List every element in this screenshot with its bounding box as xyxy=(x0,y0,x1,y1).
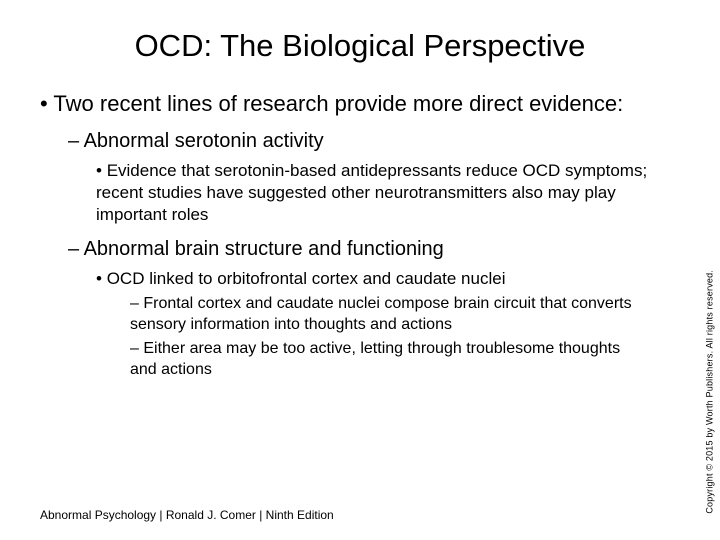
bullet-level2: Abnormal serotonin activity xyxy=(68,128,650,154)
bullet-level4: Either area may be too active, letting t… xyxy=(130,339,650,381)
bullet-level3: Evidence that serotonin-based antidepres… xyxy=(96,160,650,226)
slide-title: OCD: The Biological Perspective xyxy=(40,28,680,64)
slide: OCD: The Biological Perspective Two rece… xyxy=(0,0,720,540)
bullet-level3: OCD linked to orbitofrontal cortex and c… xyxy=(96,268,650,290)
bullet-level2: Abnormal brain structure and functioning xyxy=(68,236,650,262)
bullet-list: Two recent lines of research provide mor… xyxy=(40,90,650,381)
bullet-level4: Frontal cortex and caudate nuclei compos… xyxy=(130,294,650,336)
slide-content: Two recent lines of research provide mor… xyxy=(40,90,680,381)
footer-text: Abnormal Psychology | Ronald J. Comer | … xyxy=(40,508,334,522)
bullet-level1: Two recent lines of research provide mor… xyxy=(40,90,650,118)
copyright-text: Copyright © 2015 by Worth Publishers. Al… xyxy=(705,270,715,514)
